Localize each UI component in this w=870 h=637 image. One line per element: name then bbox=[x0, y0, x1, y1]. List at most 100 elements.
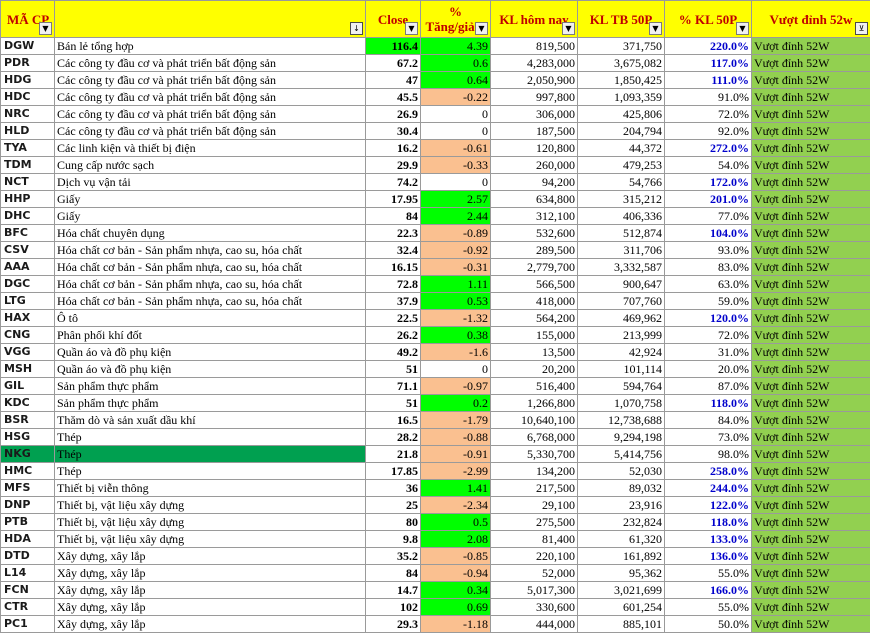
cell-code[interactable]: MFS bbox=[0, 479, 55, 497]
cell-pct-change[interactable]: -0.92 bbox=[420, 241, 491, 259]
cell-volume-today[interactable]: 6,768,000 bbox=[490, 428, 578, 446]
cell-52w-high[interactable]: Vượt đỉnh 52W bbox=[751, 479, 870, 497]
cell-volume-today[interactable]: 1,266,800 bbox=[490, 394, 578, 412]
cell-pct-change[interactable]: 0.69 bbox=[420, 598, 491, 616]
cell-volume-avg50[interactable]: 42,924 bbox=[577, 343, 665, 361]
cell-industry[interactable]: Xây dựng, xây lắp bbox=[54, 547, 366, 565]
col-header-pctkl[interactable]: % KL 50P ▼ bbox=[664, 0, 752, 38]
cell-pct-change[interactable]: 2.08 bbox=[420, 530, 491, 548]
cell-volume-ratio[interactable]: 54.0% bbox=[664, 156, 752, 174]
cell-industry[interactable]: Các công ty đầu cơ và phát triển bất độn… bbox=[54, 54, 366, 72]
cell-volume-ratio[interactable]: 117.0% bbox=[664, 54, 752, 72]
cell-volume-today[interactable]: 13,500 bbox=[490, 343, 578, 361]
cell-52w-high[interactable]: Vượt đỉnh 52W bbox=[751, 224, 870, 242]
cell-industry[interactable]: Các công ty đầu cơ và phát triển bất độn… bbox=[54, 105, 366, 123]
cell-code[interactable]: HHP bbox=[0, 190, 55, 208]
chevron-down-icon[interactable]: ▼ bbox=[649, 22, 662, 35]
cell-industry[interactable]: Thiết bị, vật liệu xây dựng bbox=[54, 530, 366, 548]
chevron-down-icon[interactable]: ▼ bbox=[562, 22, 575, 35]
cell-volume-today[interactable]: 217,500 bbox=[490, 479, 578, 497]
cell-industry[interactable]: Sản phẩm thực phẩm bbox=[54, 377, 366, 395]
cell-code[interactable]: DNP bbox=[0, 496, 55, 514]
table-row[interactable]: DHC Giấy 84 2.44 312,100 406,336 77.0% Vượt đỉn… bbox=[0, 207, 870, 225]
cell-volume-avg50[interactable]: 315,212 bbox=[577, 190, 665, 208]
cell-industry[interactable]: Các linh kiện và thiết bị điện bbox=[54, 139, 366, 157]
cell-pct-change[interactable]: -0.22 bbox=[420, 88, 491, 106]
cell-close[interactable]: 22.5 bbox=[365, 309, 421, 327]
table-row[interactable]: BFC Hóa chất chuyên dụng 22.3 -0.89 532,600 5… bbox=[0, 224, 870, 242]
cell-industry[interactable]: Các công ty đầu cơ và phát triển bất độn… bbox=[54, 71, 366, 89]
cell-close[interactable]: 9.8 bbox=[365, 530, 421, 548]
cell-volume-today[interactable]: 330,600 bbox=[490, 598, 578, 616]
cell-volume-ratio[interactable]: 258.0% bbox=[664, 462, 752, 480]
cell-volume-today[interactable]: 275,500 bbox=[490, 513, 578, 531]
cell-volume-avg50[interactable]: 885,101 bbox=[577, 615, 665, 633]
cell-code[interactable]: BFC bbox=[0, 224, 55, 242]
cell-close[interactable]: 16.2 bbox=[365, 139, 421, 157]
cell-pct-change[interactable]: 0.64 bbox=[420, 71, 491, 89]
table-row[interactable]: DNP Thiết bị, vật liệu xây dựng 25 -2.34 29,… bbox=[0, 496, 870, 514]
cell-volume-ratio[interactable]: 120.0% bbox=[664, 309, 752, 327]
cell-volume-ratio[interactable]: 63.0% bbox=[664, 275, 752, 293]
cell-code[interactable]: DGC bbox=[0, 275, 55, 293]
cell-code[interactable]: HDA bbox=[0, 530, 55, 548]
cell-volume-avg50[interactable]: 44,372 bbox=[577, 139, 665, 157]
cell-pct-change[interactable]: -0.33 bbox=[420, 156, 491, 174]
cell-volume-avg50[interactable]: 95,362 bbox=[577, 564, 665, 582]
cell-volume-ratio[interactable]: 93.0% bbox=[664, 241, 752, 259]
cell-52w-high[interactable]: Vượt đỉnh 52W bbox=[751, 309, 870, 327]
cell-close[interactable]: 22.3 bbox=[365, 224, 421, 242]
cell-volume-today[interactable]: 120,800 bbox=[490, 139, 578, 157]
cell-52w-high[interactable]: Vượt đỉnh 52W bbox=[751, 564, 870, 582]
table-row[interactable]: HDC Các công ty đầu cơ và phát triển bất … bbox=[0, 88, 870, 106]
cell-close[interactable]: 17.85 bbox=[365, 462, 421, 480]
cell-code[interactable]: PTB bbox=[0, 513, 55, 531]
cell-industry[interactable]: Dịch vụ vận tải bbox=[54, 173, 366, 191]
cell-52w-high[interactable]: Vượt đỉnh 52W bbox=[751, 139, 870, 157]
cell-pct-change[interactable]: 0 bbox=[420, 360, 491, 378]
cell-pct-change[interactable]: -0.88 bbox=[420, 428, 491, 446]
cell-code[interactable]: NRC bbox=[0, 105, 55, 123]
cell-volume-avg50[interactable]: 512,874 bbox=[577, 224, 665, 242]
cell-volume-today[interactable]: 29,100 bbox=[490, 496, 578, 514]
cell-close[interactable]: 35.2 bbox=[365, 547, 421, 565]
cell-close[interactable]: 21.8 bbox=[365, 445, 421, 463]
cell-code[interactable]: DHC bbox=[0, 207, 55, 225]
table-row[interactable]: DGW Bán lẻ tổng hợp 116.4 4.39 819,500 371,75… bbox=[0, 37, 870, 55]
cell-industry[interactable]: Quần áo và đồ phụ kiện bbox=[54, 343, 366, 361]
cell-code[interactable]: HMC bbox=[0, 462, 55, 480]
cell-close[interactable]: 74.2 bbox=[365, 173, 421, 191]
cell-volume-avg50[interactable]: 601,254 bbox=[577, 598, 665, 616]
cell-volume-ratio[interactable]: 72.0% bbox=[664, 105, 752, 123]
cell-pct-change[interactable]: -2.34 bbox=[420, 496, 491, 514]
cell-close[interactable]: 26.9 bbox=[365, 105, 421, 123]
cell-pct-change[interactable]: -1.6 bbox=[420, 343, 491, 361]
cell-code[interactable]: HLD bbox=[0, 122, 55, 140]
cell-volume-avg50[interactable]: 23,916 bbox=[577, 496, 665, 514]
cell-52w-high[interactable]: Vượt đỉnh 52W bbox=[751, 513, 870, 531]
cell-volume-today[interactable]: 187,500 bbox=[490, 122, 578, 140]
cell-close[interactable]: 29.9 bbox=[365, 156, 421, 174]
cell-code[interactable]: NCT bbox=[0, 173, 55, 191]
table-row[interactable]: LTG Hóa chất cơ bản - Sản phẩm nhựa, cao … bbox=[0, 292, 870, 310]
cell-volume-avg50[interactable]: 479,253 bbox=[577, 156, 665, 174]
cell-pct-change[interactable]: 0.5 bbox=[420, 513, 491, 531]
cell-52w-high[interactable]: Vượt đỉnh 52W bbox=[751, 496, 870, 514]
table-row[interactable]: PDR Các công ty đầu cơ và phát triển bất … bbox=[0, 54, 870, 72]
cell-code[interactable]: DTD bbox=[0, 547, 55, 565]
cell-volume-today[interactable]: 155,000 bbox=[490, 326, 578, 344]
cell-code[interactable]: HSG bbox=[0, 428, 55, 446]
col-header-vd[interactable]: Vượt đỉnh 52w ⊻ bbox=[751, 0, 870, 38]
cell-volume-ratio[interactable]: 72.0% bbox=[664, 326, 752, 344]
cell-volume-ratio[interactable]: 55.0% bbox=[664, 564, 752, 582]
cell-close[interactable]: 26.2 bbox=[365, 326, 421, 344]
cell-52w-high[interactable]: Vượt đỉnh 52W bbox=[751, 411, 870, 429]
cell-volume-avg50[interactable]: 9,294,198 bbox=[577, 428, 665, 446]
cell-code[interactable]: FCN bbox=[0, 581, 55, 599]
table-row[interactable]: VGG Quần áo và đồ phụ kiện 49.2 -1.6 13,500 4… bbox=[0, 343, 870, 361]
table-row[interactable]: HSG Thép 28.2 -0.88 6,768,000 9,294,198 73.0% V… bbox=[0, 428, 870, 446]
col-header-industry[interactable]: ↓ bbox=[54, 0, 366, 38]
cell-52w-high[interactable]: Vượt đỉnh 52W bbox=[751, 615, 870, 633]
cell-industry[interactable]: Giấy bbox=[54, 190, 366, 208]
cell-code[interactable]: PDR bbox=[0, 54, 55, 72]
